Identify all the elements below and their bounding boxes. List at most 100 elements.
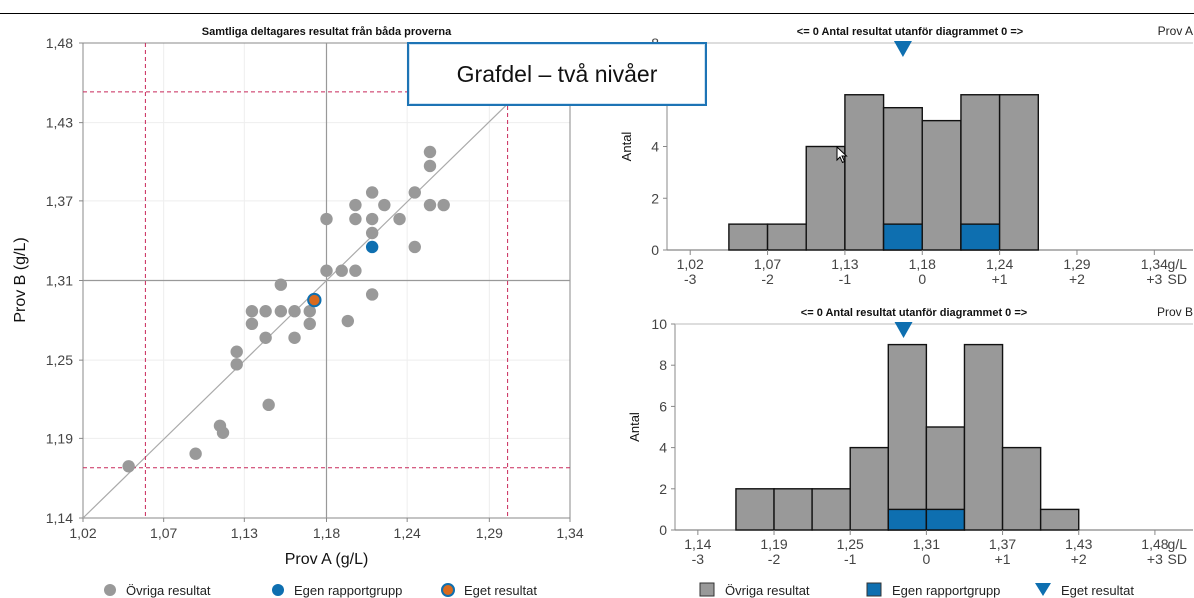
histogram-bar bbox=[766, 223, 807, 251]
histogram-legend-label: Eget resultat bbox=[1061, 583, 1134, 598]
scatter-point-other bbox=[365, 288, 379, 301]
histogram-sample-label: Prov B bbox=[1157, 305, 1193, 319]
histogram-sd-unit-label: SD bbox=[1168, 271, 1187, 287]
scatter-legend-marker bbox=[104, 584, 116, 596]
histogram-bar bbox=[735, 488, 775, 531]
scatter-y-tick-label: 1,25 bbox=[46, 352, 73, 368]
histogram-sd-tick-label: -1 bbox=[844, 551, 857, 567]
scatter-x-tick-label: 1,13 bbox=[231, 525, 258, 541]
histogram-x-tick-label: 1,31 bbox=[913, 536, 940, 552]
scatter-y-axis-label: Prov B (g/L) bbox=[12, 237, 29, 322]
histogram-sd-unit-label: SD bbox=[1168, 551, 1187, 567]
histogram-bar bbox=[728, 223, 769, 251]
scatter-point-other bbox=[303, 305, 316, 318]
histogram-y-tick-label: 0 bbox=[651, 242, 659, 258]
histogram-bar bbox=[1001, 446, 1042, 531]
histogram-x-tick-label: 1,19 bbox=[760, 536, 787, 552]
histogram-title: <= 0 Antal resultat utanför diagrammet 0… bbox=[797, 26, 1023, 38]
scatter-identity-line bbox=[82, 42, 571, 519]
histogram-bar bbox=[1039, 508, 1080, 531]
scatter-point-own-group bbox=[365, 240, 379, 254]
histogram-bar-own-group bbox=[960, 223, 1001, 251]
histogram-sd-tick-label: -1 bbox=[839, 271, 852, 287]
histogram-x-tick-label: 1,14 bbox=[684, 536, 711, 552]
mouse-cursor-icon bbox=[836, 146, 848, 164]
scatter-point-other bbox=[122, 460, 135, 473]
scatter-y-tick-label: 1,31 bbox=[46, 273, 73, 289]
scatter-point-other bbox=[365, 186, 379, 199]
callout-box: Grafdel – två nivåer bbox=[407, 42, 707, 106]
scatter-y-tick-label: 1,43 bbox=[46, 115, 73, 131]
histogram-x-tick-label: 1,25 bbox=[837, 536, 864, 552]
scatter-point-other bbox=[335, 264, 348, 277]
histogram-sd-tick-label: +3 bbox=[1146, 271, 1162, 287]
histogram-x-tick-label: 1,37 bbox=[989, 536, 1016, 552]
histogram-bar-own-group bbox=[925, 508, 966, 531]
scatter-point-other bbox=[365, 226, 379, 240]
scatter-x-tick-label: 1,29 bbox=[476, 525, 503, 541]
scatter-point-other bbox=[437, 198, 450, 212]
histogram-y-tick-label: 2 bbox=[651, 190, 659, 206]
scatter-point-other bbox=[349, 198, 362, 212]
scatter-x-tick-label: 1,02 bbox=[69, 525, 96, 541]
histogram-sample-label: Prov A bbox=[1158, 24, 1193, 38]
histogram-bar bbox=[921, 119, 962, 251]
histogram-title: <= 0 Antal resultat utanför diagrammet 0… bbox=[801, 307, 1027, 319]
scatter-point-other bbox=[393, 212, 406, 226]
histogram-sd-tick-label: -3 bbox=[684, 271, 697, 287]
scatter-legend-marker bbox=[272, 584, 284, 596]
scatter-point-other bbox=[259, 331, 272, 344]
scatter-legend-label: Övriga resultat bbox=[126, 583, 211, 598]
histogram-y-tick-label: 6 bbox=[659, 398, 667, 414]
histogram-legend-label: Övriga resultat bbox=[725, 583, 810, 598]
scatter-point-other bbox=[216, 426, 230, 439]
histogram-x-tick-label: 1,48 bbox=[1141, 536, 1168, 552]
scatter-point-other bbox=[320, 212, 333, 226]
scatter-point-other bbox=[262, 398, 275, 412]
scatter-x-tick-label: 1,18 bbox=[313, 525, 340, 541]
scatter-point-other bbox=[365, 212, 379, 226]
histogram-y-tick-label: 4 bbox=[651, 139, 659, 155]
histogram-y-tick-label: 8 bbox=[659, 357, 667, 373]
histogram-y-axis-label: Antal bbox=[627, 412, 642, 442]
scatter-x-tick-label: 1,07 bbox=[150, 525, 177, 541]
scatter-point-other bbox=[349, 212, 362, 226]
histogram-bar bbox=[963, 343, 1004, 531]
scatter-point-other bbox=[408, 240, 421, 254]
histogram-y-tick-label: 2 bbox=[659, 481, 667, 497]
scatter-legend-label: Egen rapportgrupp bbox=[294, 583, 402, 598]
histogram-sd-tick-label: +1 bbox=[995, 551, 1011, 567]
histogram-x-tick-label: 1,07 bbox=[754, 256, 781, 272]
scatter-point-other bbox=[349, 264, 362, 277]
histogram-sd-tick-label: +2 bbox=[1071, 551, 1087, 567]
histogram-x-tick-label: 1,43 bbox=[1065, 536, 1092, 552]
histogram-x-tick-label: 1,29 bbox=[1063, 256, 1090, 272]
scatter-point-other bbox=[288, 331, 301, 344]
histogram-legend-marker bbox=[1035, 583, 1051, 596]
histogram-bar bbox=[849, 446, 889, 531]
histogram-bar-own-group bbox=[882, 223, 923, 251]
scatter-point-other bbox=[408, 186, 421, 199]
histogram-sd-tick-label: -3 bbox=[692, 551, 705, 567]
scatter-point-other bbox=[189, 447, 202, 460]
scatter-legend-label: Eget resultat bbox=[464, 583, 537, 598]
scatter-point-other bbox=[259, 305, 272, 318]
histogram-sd-tick-label: -2 bbox=[761, 271, 774, 287]
histogram-bar bbox=[998, 94, 1039, 251]
histogram-y-tick-label: 0 bbox=[659, 522, 667, 538]
histogram-bar-own-group bbox=[887, 508, 928, 531]
scatter-legend-marker bbox=[441, 583, 455, 597]
histogram-y-tick-label: 10 bbox=[651, 316, 667, 332]
scatter-point-other bbox=[320, 264, 333, 277]
histogram-bar bbox=[844, 94, 885, 251]
histogram-own-result-marker bbox=[894, 322, 913, 338]
scatter-point-own-result bbox=[307, 292, 322, 308]
scatter-point-other bbox=[230, 358, 243, 371]
scatter-x-tick-label: 1,24 bbox=[394, 525, 421, 541]
scatter-y-tick-label: 1,37 bbox=[46, 193, 73, 209]
scatter-x-axis-label: Prov A (g/L) bbox=[285, 551, 369, 568]
scatter-point-other bbox=[303, 317, 316, 331]
histogram-sd-tick-label: 0 bbox=[918, 271, 926, 287]
histogram-y-axis-label: Antal bbox=[619, 132, 634, 162]
